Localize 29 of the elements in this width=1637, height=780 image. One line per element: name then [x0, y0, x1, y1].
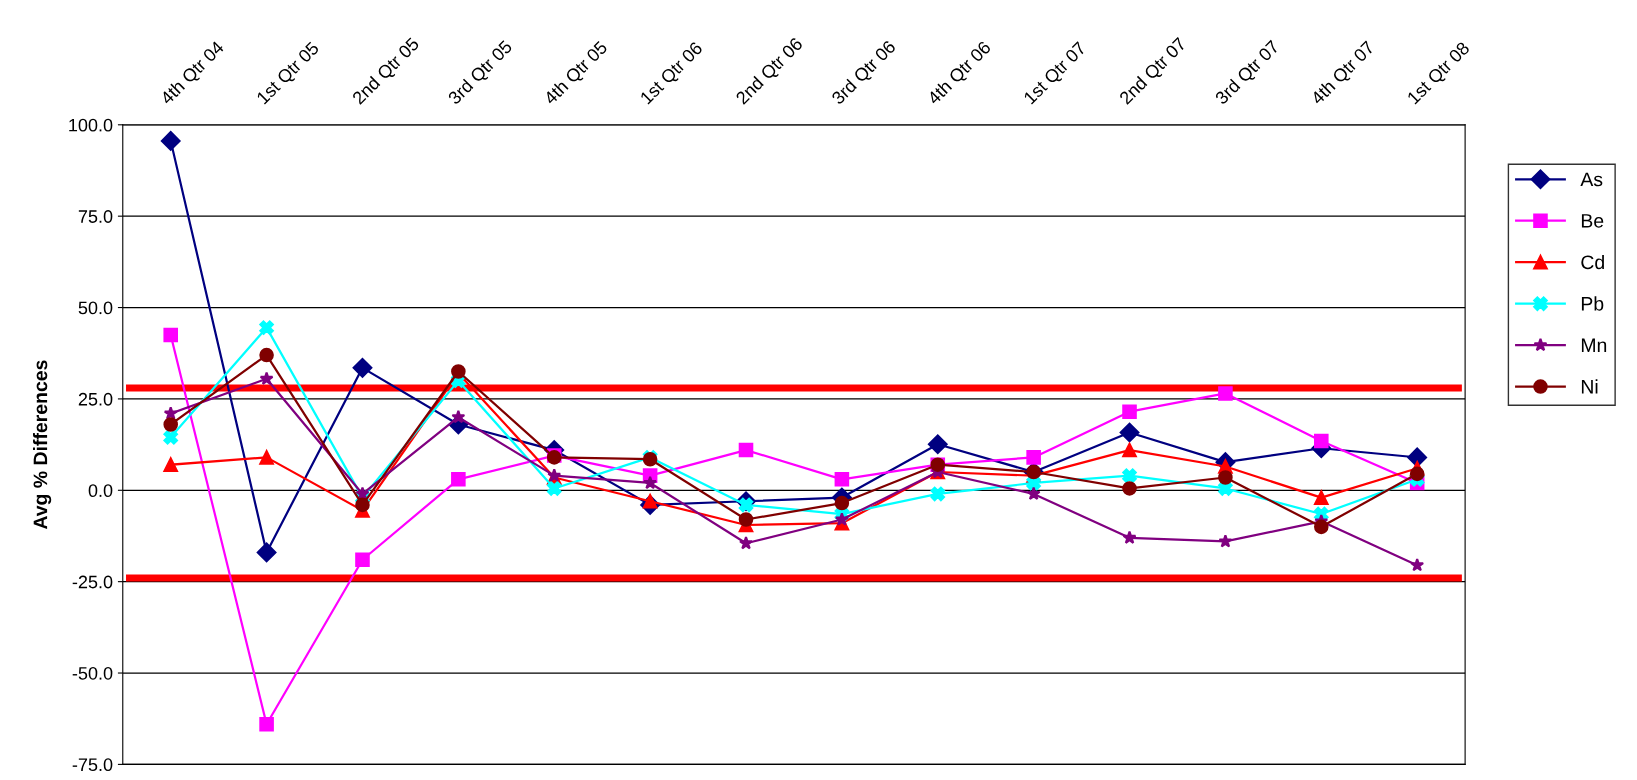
x-tick-label: 4th Qtr 07: [1309, 40, 1378, 108]
y-tick-label: 100.0: [69, 118, 113, 132]
legend-label: Ni: [1581, 379, 1598, 394]
x-tick-label: 1st Qtr 08: [1406, 41, 1473, 107]
x-tick-label: 1st Qtr 06: [639, 41, 706, 107]
y-tick-label: 50.0: [78, 301, 113, 315]
x-tick-label: 1st Qtr 05: [256, 41, 322, 107]
y-tick-label: -50.0: [72, 666, 113, 680]
x-tick-label: 1st Qtr 07: [1023, 41, 1089, 107]
legend-label: As: [1580, 172, 1603, 187]
x-tick-label: 2nd Qtr 06: [734, 36, 806, 108]
x-tick-label: 4th Qtr 06: [926, 40, 994, 108]
x-tick-label: 2nd Qtr 07: [1118, 36, 1189, 108]
x-tick-label: 3rd Qtr 05: [446, 39, 516, 108]
y-tick-label: 0.0: [88, 484, 113, 498]
legend-label: Mn: [1581, 338, 1607, 352]
y-tick-label: 25.0: [78, 392, 113, 406]
y-axis-title: Avg % Differences: [33, 360, 52, 530]
legend-label: Be: [1581, 214, 1604, 228]
legend-label: Pb: [1581, 296, 1604, 311]
x-tick-label: 4th Qtr 05: [542, 39, 611, 108]
x-tick-label: 3rd Qtr 06: [830, 39, 899, 108]
y-tick-label: -25.0: [72, 575, 113, 589]
legend-label: Cd: [1581, 254, 1604, 270]
y-tick-label: -75.0: [72, 758, 113, 772]
x-tick-label: 2nd Qtr 05: [351, 36, 423, 108]
x-tick-label: 4th Qtr 04: [159, 39, 227, 108]
y-tick-label: 75.0: [78, 210, 113, 223]
x-tick-label: 3rd Qtr 07: [1214, 39, 1283, 108]
